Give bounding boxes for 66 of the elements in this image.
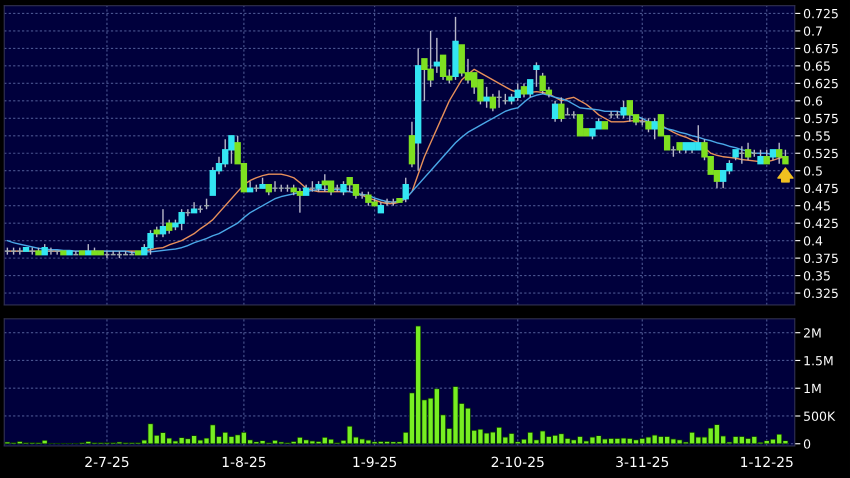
candlestick xyxy=(378,201,384,214)
y-tick-label: 0.525 xyxy=(804,148,838,158)
y-tick-label: 2M xyxy=(804,328,821,338)
candlestick xyxy=(315,180,322,192)
candlestick xyxy=(744,142,752,161)
candlestick xyxy=(166,218,172,234)
candlestick xyxy=(520,82,528,98)
y-tick-label: 0.4 xyxy=(804,236,822,246)
x-tick-label: 2-10-25 xyxy=(492,456,544,468)
candlestick xyxy=(203,198,210,210)
candlestick xyxy=(502,93,508,106)
y-tick-label: 0 xyxy=(804,439,810,449)
candlestick xyxy=(527,79,534,98)
y-tick-label: 0.675 xyxy=(804,44,838,54)
candlestick xyxy=(72,250,80,256)
candlestick xyxy=(552,100,558,122)
y-tick-label: 0.45 xyxy=(804,201,830,211)
x-tick-label: 1-9-25 xyxy=(353,456,396,468)
y-tick-label: 0.65 xyxy=(804,61,830,71)
candlestick xyxy=(434,37,440,74)
candlestick xyxy=(732,149,739,161)
y-tick-label: 0.6 xyxy=(804,96,822,106)
x-tick-label: 3-11-25 xyxy=(616,456,668,468)
y-tick-label: 1M xyxy=(804,384,821,393)
candlestick xyxy=(266,184,272,196)
x-tick-label: 1-12-25 xyxy=(741,456,793,468)
y-tick-label: 0.35 xyxy=(804,271,830,281)
y-tick-label: 0.55 xyxy=(804,131,830,141)
candlestick xyxy=(340,180,347,196)
candlestick xyxy=(558,96,565,122)
y-tick-label: 0.7 xyxy=(804,26,822,36)
candlestick xyxy=(483,86,490,109)
y-tick-label: 0.575 xyxy=(804,114,838,124)
candlestick xyxy=(670,146,677,158)
candlestick xyxy=(738,146,746,164)
y-tick-label: 0.725 xyxy=(804,8,838,18)
x-tick-label: 2-7-25 xyxy=(85,456,128,468)
candlestick xyxy=(770,149,776,161)
y-tick-label: 0.425 xyxy=(804,218,838,228)
candlestick xyxy=(42,243,48,256)
candlestick xyxy=(402,177,409,203)
candlestick xyxy=(190,201,198,214)
candlestick xyxy=(302,184,310,196)
candlestick xyxy=(160,208,166,238)
y-tick-label: 0.325 xyxy=(804,288,838,298)
candlestick xyxy=(154,226,160,238)
candlestick xyxy=(490,93,496,112)
candlestick xyxy=(259,177,266,189)
candlestick xyxy=(309,180,316,192)
y-tick-label: 0.5 xyxy=(804,166,822,176)
y-tick-label: 1.5M xyxy=(804,356,833,366)
candlestick xyxy=(533,62,540,88)
candlestick xyxy=(764,149,770,164)
candlestick xyxy=(652,118,658,140)
y-tick-label: 500K xyxy=(804,411,836,421)
x-tick-label: 1-8-25 xyxy=(222,456,266,468)
y-tick-label: 0.625 xyxy=(804,78,838,88)
candlestick xyxy=(620,100,627,119)
candlestick xyxy=(676,142,683,154)
y-tick-label: 0.475 xyxy=(804,184,838,194)
candlestick xyxy=(85,243,92,256)
candlestick xyxy=(496,90,502,109)
candlestick xyxy=(645,118,652,133)
candlestick xyxy=(246,180,254,192)
candlestick xyxy=(757,149,764,164)
y-tick-label: 0.375 xyxy=(804,254,838,264)
